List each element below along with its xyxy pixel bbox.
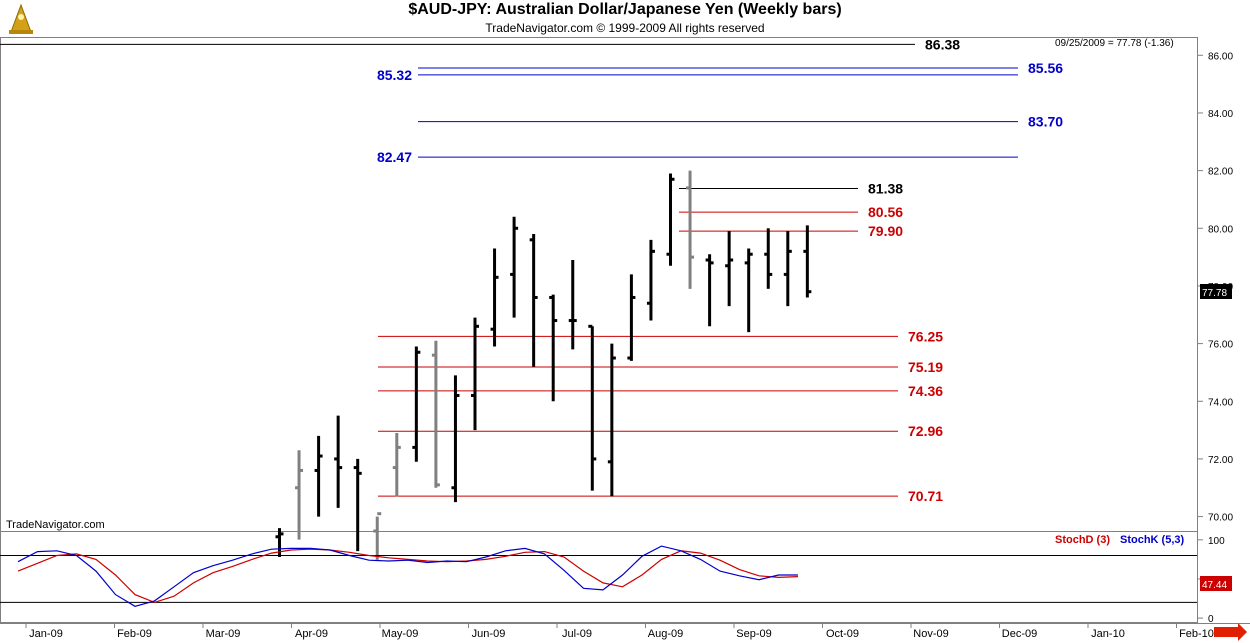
level-label: 75.19	[908, 359, 943, 375]
watermark: TradeNavigator.com	[6, 519, 105, 531]
level-label: 76.25	[908, 328, 943, 344]
price-tick-label: 72.00	[1208, 455, 1233, 466]
level-label: 81.38	[868, 180, 903, 196]
stoch-d-line	[17, 548, 799, 604]
support-resistance-lines: 86.38 85.56 85.32 83.70 82.47 81.38 80.56 79.90…	[0, 36, 1063, 504]
time-tick-label: Aug-09	[648, 628, 683, 640]
chart-subtitle: TradeNavigator.com © 1999-2009 All right…	[485, 21, 765, 35]
time-tick-label: Feb-10	[1179, 628, 1214, 640]
time-tick-label: Feb-09	[117, 628, 152, 640]
level-label: 83.70	[1028, 114, 1063, 130]
time-tick-label: May-09	[382, 628, 419, 640]
price-tick-label: 84.00	[1208, 109, 1233, 120]
price-tick-label: 74.00	[1208, 397, 1233, 408]
level-label: 82.47	[377, 149, 412, 165]
time-tick-label: Nov-09	[913, 628, 948, 640]
level-label: 72.96	[908, 423, 943, 439]
level-label: 80.56	[868, 204, 903, 220]
stoch-tick-label: 0	[1208, 614, 1214, 625]
time-tick-label: Oct-09	[826, 628, 859, 640]
price-tick-label: 70.00	[1208, 513, 1233, 524]
time-tick-label: Sep-09	[736, 628, 771, 640]
stoch-value: 47.44	[1202, 580, 1227, 591]
price-panel-frame	[0, 37, 1198, 532]
time-tick-label: Jan-10	[1091, 628, 1125, 640]
price-tick-label: 86.00	[1208, 51, 1233, 62]
stoch-d-legend: StochD (3)	[1055, 534, 1110, 546]
price-tick-label: 82.00	[1208, 167, 1233, 178]
stoch-panel-frame	[0, 531, 1198, 623]
stoch-k-legend: StochK (5,3)	[1120, 534, 1185, 546]
stochastic-panel: 100500	[0, 536, 1225, 625]
last-info-label: 09/25/2009 = 77.78 (-1.36)	[1055, 38, 1174, 49]
last-price-badge	[1200, 284, 1232, 299]
stoch-tick-label: 100	[1208, 536, 1225, 547]
time-tick-label: Jul-09	[562, 628, 592, 640]
time-tick-label: Apr-09	[295, 628, 328, 640]
time-tick-label: Dec-09	[1002, 628, 1037, 640]
level-label: 70.71	[908, 488, 943, 504]
time-axis: Jan-09 Feb-09 Mar-09 Apr-09 May-09 Jun-09 Jul-…	[25, 623, 1214, 640]
scroll-right-arrow-icon[interactable]	[1214, 623, 1247, 641]
level-label: 85.56	[1028, 60, 1063, 76]
time-tick-label: Mar-09	[206, 628, 241, 640]
stoch-value-badge	[1200, 576, 1232, 591]
price-tick-label: 80.00	[1208, 224, 1233, 235]
level-label: 74.36	[908, 383, 943, 399]
ohlc-bars	[275, 170, 812, 560]
chart-title: $AUD-JPY: Australian Dollar/Japanese Yen…	[408, 1, 842, 18]
level-label: 86.38	[925, 36, 960, 52]
level-label: 79.90	[868, 223, 903, 239]
stoch-k-line	[17, 545, 798, 607]
time-tick-label: Jun-09	[472, 628, 506, 640]
time-tick-label: Jan-09	[29, 628, 63, 640]
level-label: 85.32	[377, 67, 412, 83]
last-price-value: 77.78	[1202, 288, 1227, 299]
price-tick-label: 76.00	[1208, 340, 1233, 351]
trade-navigator-logo-icon	[9, 3, 33, 34]
